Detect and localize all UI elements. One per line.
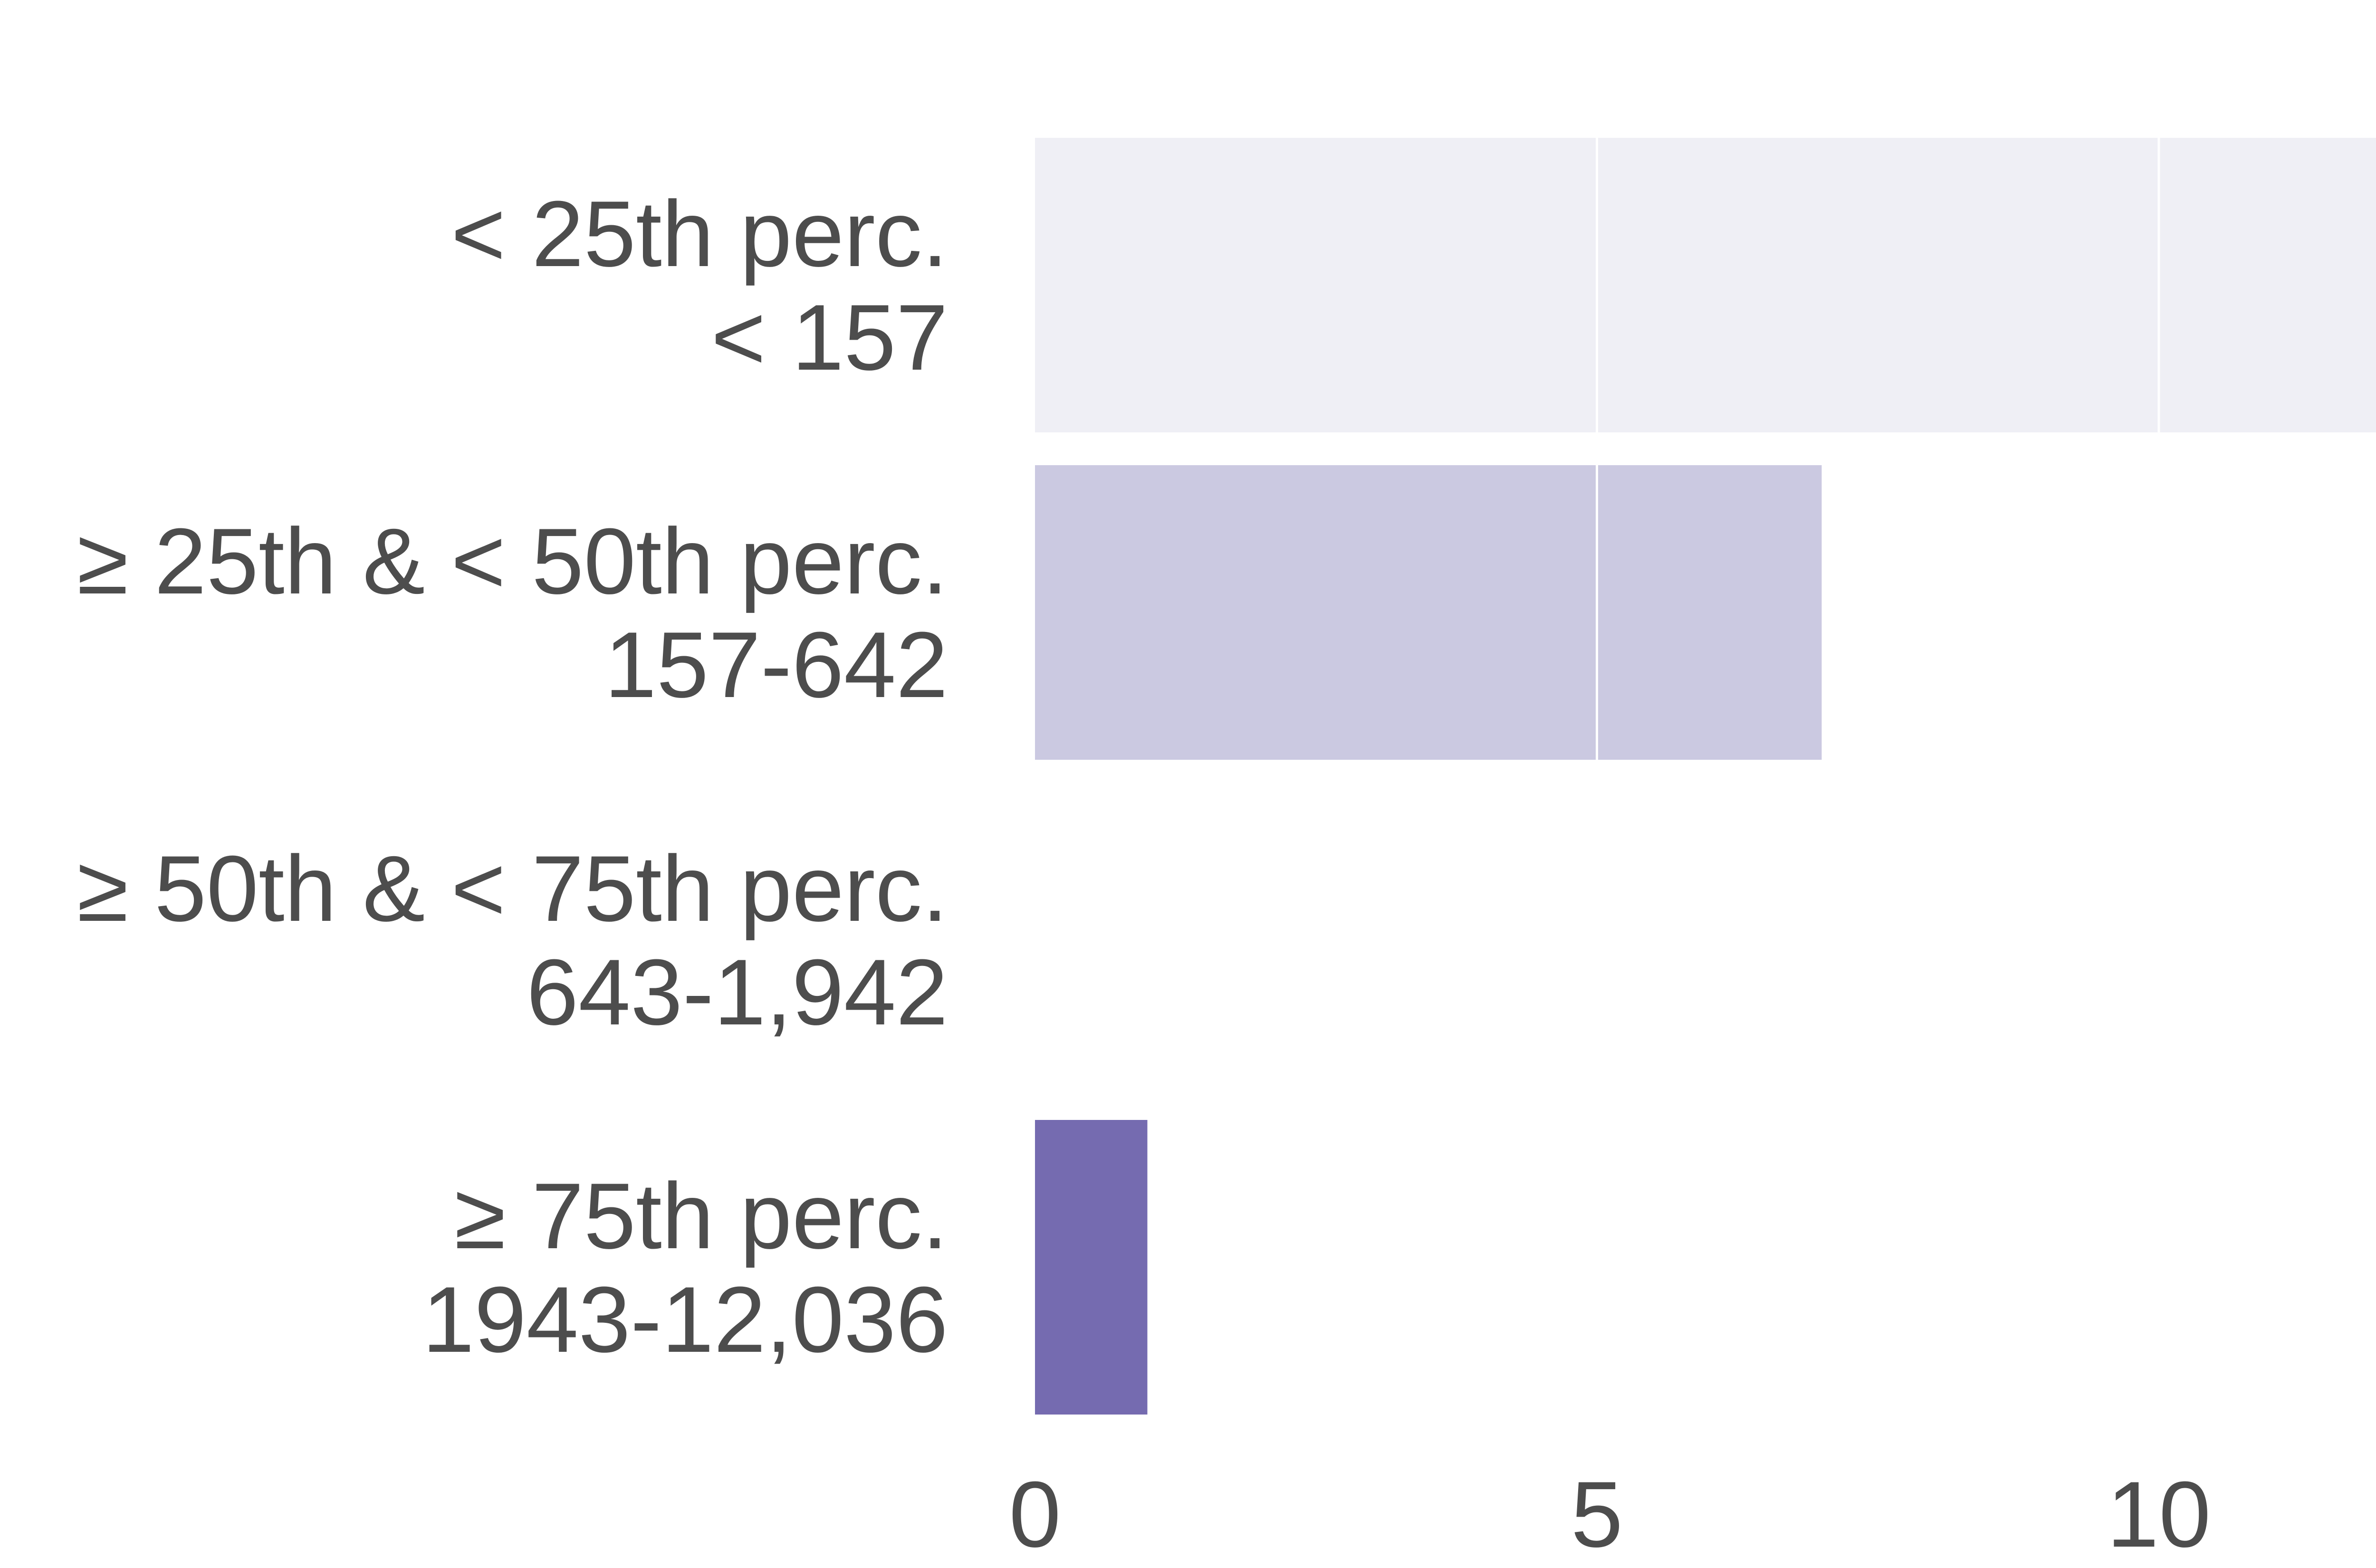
category-label-line: 1943-12,036	[422, 1267, 948, 1372]
category-label-line: ≥ 25th & < 50th perc.	[77, 509, 948, 613]
x-tick-label: 0	[1009, 1462, 1061, 1567]
bar-1	[1035, 138, 2376, 432]
x-tick-labels-group: 0 5 10	[1009, 1462, 2211, 1567]
x-tick-label: 10	[2107, 1462, 2211, 1567]
category-label-line: ≥ 75th perc.	[454, 1164, 948, 1268]
category-label-line: ≥ 50th & < 75th perc.	[77, 836, 948, 941]
bar-2	[1035, 465, 1822, 760]
category-label-line: 157-642	[604, 612, 948, 717]
category-label-2: ≥ 25th & < 50th perc. 157-642	[77, 509, 948, 717]
category-label-line: < 157	[711, 285, 948, 390]
category-label-4: ≥ 75th perc. 1943-12,036	[422, 1164, 948, 1372]
x-tick-label: 5	[1571, 1462, 1623, 1567]
bars-group	[1035, 138, 2376, 1415]
category-label-line: 643-1,942	[527, 940, 948, 1044]
category-label-1: < 25th perc. < 157	[451, 182, 948, 390]
bar-4	[1035, 1120, 1148, 1415]
category-label-line: < 25th perc.	[451, 182, 948, 286]
gridlines-group	[1596, 138, 2160, 1415]
category-label-3: ≥ 50th & < 75th perc. 643-1,942	[77, 836, 948, 1044]
category-labels-group: < 25th perc. < 157 ≥ 25th & < 50th perc. 15…	[77, 182, 948, 1372]
